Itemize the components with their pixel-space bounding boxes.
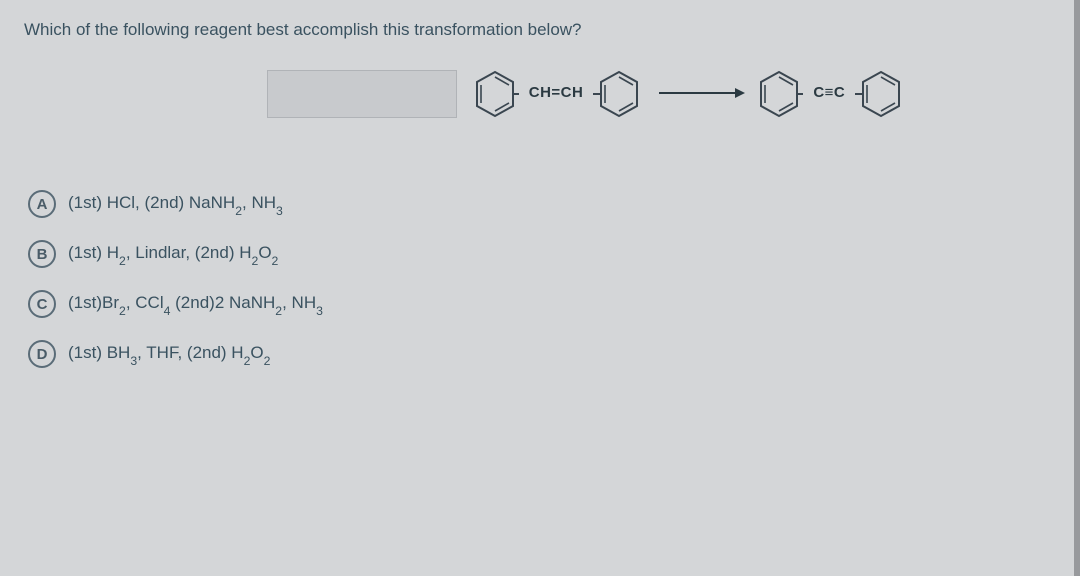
benzene-ring-icon <box>855 68 907 120</box>
benzene-ring-icon <box>593 68 645 120</box>
reaction-diagram: CH=CH C≡C <box>24 68 1050 120</box>
page-container: Which of the following reagent best acco… <box>0 0 1080 576</box>
question-text: Which of the following reagent best acco… <box>24 20 1050 40</box>
option-text: (1st) BH3, THF, (2nd) H2O2 <box>68 343 270 365</box>
option-b[interactable]: B (1st) H2, Lindlar, (2nd) H2O2 <box>28 240 1050 268</box>
option-letter: D <box>28 340 56 368</box>
option-letter: B <box>28 240 56 268</box>
benzene-ring-icon <box>755 68 803 120</box>
option-letter: A <box>28 190 56 218</box>
option-text: (1st) HCl, (2nd) NaNH2, NH3 <box>68 193 283 215</box>
options-list: A (1st) HCl, (2nd) NaNH2, NH3 B (1st) H2… <box>24 190 1050 368</box>
bond-label-left: CH=CH <box>529 84 584 101</box>
benzene-ring-icon <box>471 68 519 120</box>
bond-label-right: C≡C <box>813 84 845 101</box>
option-a[interactable]: A (1st) HCl, (2nd) NaNH2, NH3 <box>28 190 1050 218</box>
option-text: (1st)Br2, CCl4 (2nd)2 NaNH2, NH3 <box>68 293 323 315</box>
option-d[interactable]: D (1st) BH3, THF, (2nd) H2O2 <box>28 340 1050 368</box>
reagent-blank-box <box>267 70 457 118</box>
option-c[interactable]: C (1st)Br2, CCl4 (2nd)2 NaNH2, NH3 <box>28 290 1050 318</box>
reaction-arrow-icon <box>655 83 745 103</box>
option-letter: C <box>28 290 56 318</box>
option-text: (1st) H2, Lindlar, (2nd) H2O2 <box>68 243 278 265</box>
